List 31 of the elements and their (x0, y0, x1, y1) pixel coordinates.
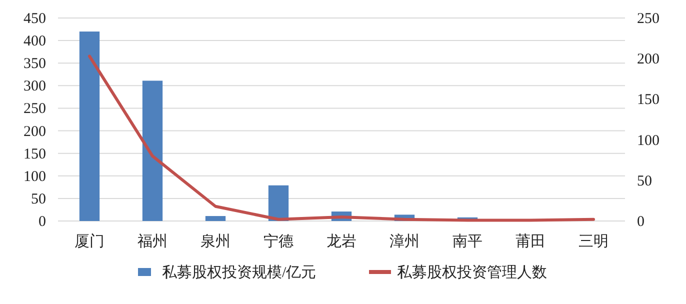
x-tick-label: 厦门 (74, 233, 104, 250)
y-tick-label: 250 (24, 101, 46, 118)
bar (79, 32, 100, 221)
x-tick-label: 三明 (578, 234, 608, 250)
x-tick-label: 泉州 (200, 233, 230, 250)
x-tick-label: 漳州 (390, 233, 420, 250)
y2-tick-label: 150 (637, 92, 660, 108)
y-tick-label: 50 (31, 191, 46, 208)
x-tick-label: 龙岩 (326, 233, 356, 250)
x-tick-label: 莆田 (516, 233, 546, 250)
y-tick-label: 100 (24, 168, 46, 185)
x-tick-label: 宁德 (264, 233, 294, 250)
y-tick-label: 150 (24, 146, 46, 162)
y-tick-label: 0 (38, 214, 46, 230)
x-tick-label: 福州 (138, 233, 168, 250)
y-tick-label: 350 (24, 56, 46, 72)
x-tick-label: 南平 (452, 233, 482, 250)
y-tick-label: 200 (24, 124, 46, 140)
y-tick-label: 300 (24, 78, 46, 95)
legend-label: 私募股权投资规模/亿元 (162, 264, 316, 281)
y2-tick-label: 100 (637, 132, 660, 149)
bar (268, 185, 289, 221)
bar (142, 80, 163, 221)
y2-tick-label: 0 (637, 214, 644, 230)
y-tick-label: 450 (24, 11, 46, 27)
y-tick-label: 400 (24, 34, 46, 50)
y2-tick-label: 200 (637, 52, 660, 68)
y2-tick-label: 250 (637, 11, 660, 27)
bar (205, 216, 226, 221)
legend-label: 私募股权投资管理人数 (397, 264, 547, 281)
y2-tick-label: 50 (637, 173, 652, 190)
